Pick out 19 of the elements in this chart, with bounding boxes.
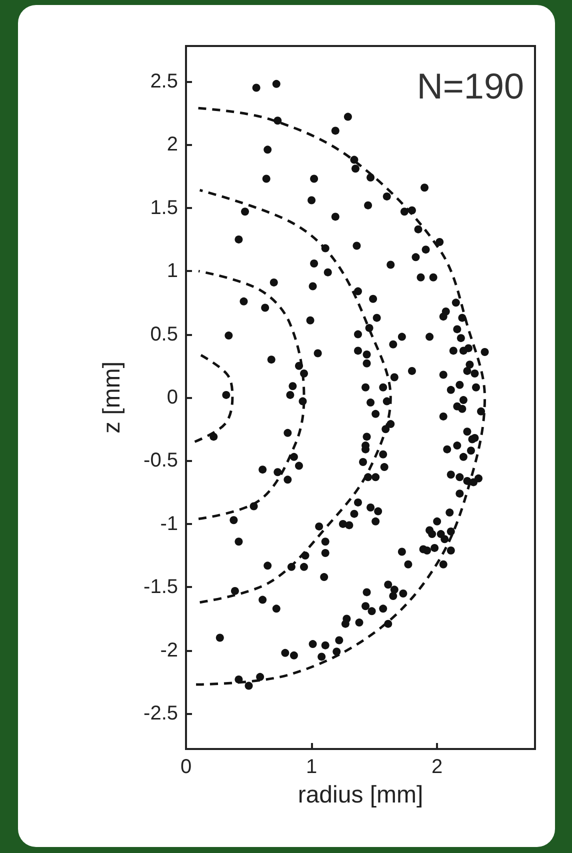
y-axis-title: z [mm] [98, 362, 126, 434]
y-tick-label: 1 [166, 260, 178, 282]
x-tick-label: 1 [306, 756, 318, 778]
y-tick-label: 1.5 [150, 196, 178, 219]
y-tick-label: -0.5 [144, 450, 178, 472]
y-tick-label: -2 [160, 639, 178, 662]
y-tick-label: -1 [160, 512, 178, 535]
x-axis-title: radius [mm] [298, 782, 424, 808]
y-tick-label: -1.5 [144, 576, 178, 598]
y-tick-label: 2 [166, 134, 178, 156]
line-series [197, 270, 306, 520]
y-tick-label: 0 [166, 386, 178, 408]
x-tick-label: 0 [180, 756, 192, 778]
line-series [194, 353, 234, 444]
y-tick-label: 2.5 [150, 70, 178, 92]
y-tick-label: -2.5 [144, 702, 178, 725]
annotation: N=190 [416, 66, 524, 106]
y-tick-label: 0.5 [150, 323, 178, 346]
x-tick-label: 2 [432, 756, 443, 778]
